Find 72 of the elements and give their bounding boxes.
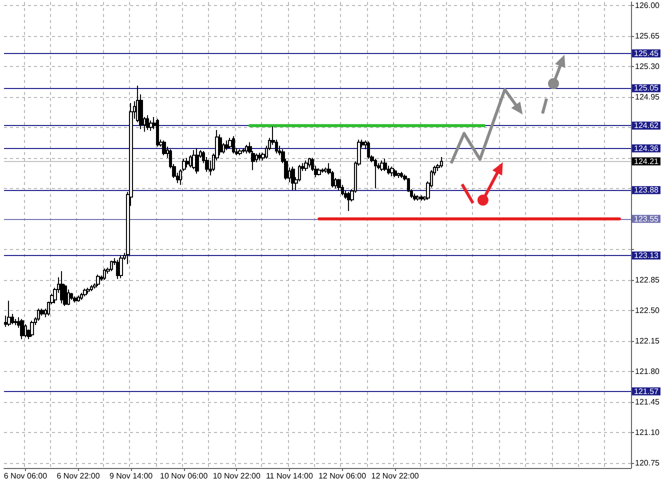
candlestick bbox=[374, 158, 377, 189]
candlestick bbox=[119, 254, 123, 279]
candlestick bbox=[242, 148, 245, 154]
candlestick bbox=[86, 287, 90, 294]
candlestick bbox=[156, 118, 159, 148]
y-tick-label: 122.50 bbox=[635, 306, 660, 315]
candlestick bbox=[225, 140, 229, 151]
ref-line-label: 125.05 bbox=[634, 84, 660, 93]
candlestick bbox=[393, 168, 397, 178]
y-tick-label: 121.10 bbox=[635, 428, 660, 437]
ref-line-label: 123.13 bbox=[634, 250, 660, 260]
candlestick bbox=[162, 140, 166, 156]
candlestick bbox=[304, 160, 308, 172]
candlestick bbox=[321, 168, 324, 174]
x-tick-label: 6 Nov 22:00 bbox=[56, 472, 100, 480]
ref-line-label: 123.88 bbox=[634, 186, 660, 195]
ref-line-label: 123.55 bbox=[634, 214, 660, 224]
y-tick-label: 124.95 bbox=[635, 92, 660, 102]
candlestick bbox=[77, 295, 80, 302]
y-tick-label: 120.75 bbox=[635, 458, 660, 468]
ref-line-label: 121.57 bbox=[634, 386, 660, 396]
candlestick bbox=[232, 136, 235, 154]
candlestick bbox=[20, 318, 24, 340]
y-tick-label: 125.30 bbox=[635, 62, 660, 71]
candlestick bbox=[390, 166, 394, 177]
candlestick bbox=[416, 194, 420, 202]
candlestick bbox=[185, 157, 189, 168]
x-tick-label: 12 Nov 06:00 bbox=[318, 472, 367, 480]
candlestick bbox=[80, 292, 83, 300]
ref-line-label: 124.62 bbox=[634, 121, 660, 130]
candlestick bbox=[146, 114, 149, 131]
candlestick bbox=[110, 260, 113, 272]
x-tick-label: 10 Nov 22:00 bbox=[212, 472, 261, 480]
x-tick-label: 6 Nov 06:00 bbox=[4, 472, 48, 480]
candlestick bbox=[258, 152, 262, 162]
ref-line-label: 125.45 bbox=[634, 48, 660, 58]
candlestick bbox=[397, 172, 400, 178]
candlestick bbox=[37, 308, 40, 322]
y-tick-label: 122.15 bbox=[635, 336, 660, 346]
ref-line-label: 124.36 bbox=[634, 144, 660, 153]
candlestick bbox=[60, 270, 64, 304]
candlestick bbox=[195, 148, 199, 174]
candlestick bbox=[90, 284, 93, 292]
x-tick-label: 10 Nov 06:00 bbox=[160, 472, 208, 480]
x-tick-label: 11 Nov 14:00 bbox=[266, 472, 314, 480]
candlestick bbox=[420, 194, 423, 202]
candlestick bbox=[308, 157, 311, 168]
candlestick bbox=[73, 296, 77, 304]
candlestick bbox=[7, 300, 11, 327]
candlestick bbox=[413, 193, 417, 202]
candlestick bbox=[324, 166, 328, 174]
candlestick bbox=[317, 168, 321, 176]
candlestick bbox=[238, 148, 242, 156]
candlestick bbox=[440, 156, 443, 168]
candlestick bbox=[367, 140, 370, 160]
candlestick bbox=[245, 144, 248, 154]
y-tick-label: 121.45 bbox=[635, 397, 660, 406]
candlestick bbox=[30, 320, 34, 337]
y-tick-label: 126.00 bbox=[635, 0, 660, 10]
candlestick bbox=[291, 166, 295, 191]
y-tick-label: 122.85 bbox=[635, 275, 660, 284]
y-tick-label: 125.65 bbox=[635, 31, 660, 40]
candlestick bbox=[83, 288, 87, 297]
ref-line-label: 124.21 bbox=[634, 156, 660, 166]
candlestick bbox=[383, 158, 387, 172]
candlestick bbox=[400, 171, 403, 178]
candlestick bbox=[103, 268, 106, 280]
x-tick-label: 12 Nov 22:00 bbox=[371, 472, 420, 480]
x-tick-label: 9 Nov 14:00 bbox=[109, 472, 154, 480]
y-tick-label: 121.80 bbox=[635, 366, 660, 376]
candlestick bbox=[96, 274, 100, 286]
candlestick bbox=[347, 191, 351, 212]
